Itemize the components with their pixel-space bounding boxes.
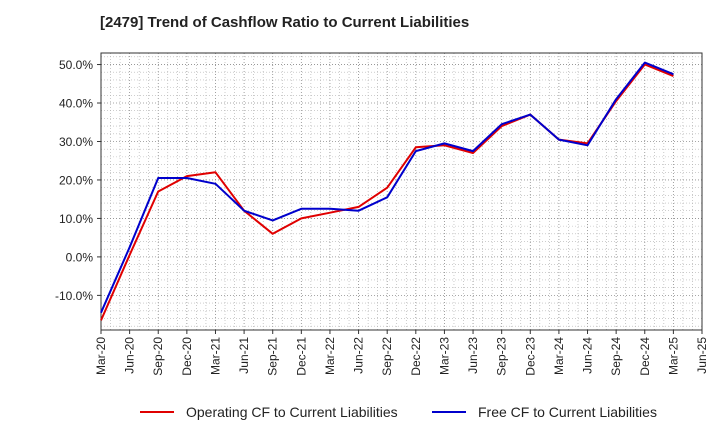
x-tick-label: Mar-22 — [323, 337, 337, 375]
series-line-operating-cf — [100, 63, 674, 321]
x-tick-label: Mar-23 — [437, 337, 451, 375]
x-tick-label: Sep-23 — [495, 337, 509, 376]
x-tick-label: Sep-20 — [151, 337, 165, 376]
plot-frame — [100, 52, 703, 331]
x-tick-label: Dec-21 — [294, 337, 308, 376]
x-tick-label: Mar-21 — [208, 337, 222, 375]
y-tick-label: 30.0% — [59, 135, 93, 149]
x-tick-label: Mar-20 — [94, 337, 108, 375]
x-tick-label: Sep-21 — [266, 337, 280, 376]
x-tick-label: Sep-24 — [609, 337, 623, 376]
legend-swatch-free-cf — [432, 411, 466, 413]
legend-swatch-operating-cf — [140, 411, 174, 413]
x-tick-label: Mar-25 — [666, 337, 680, 375]
legend-label-operating-cf: Operating CF to Current Liabilities — [186, 404, 398, 420]
legend-label-free-cf: Free CF to Current Liabilities — [478, 404, 657, 420]
legend-item-operating-cf: Operating CF to Current Liabilities — [140, 404, 398, 420]
y-tick-label: 10.0% — [59, 212, 93, 226]
axes: -10.0% 0.0% 10.0% 20.0% 30.0% 40.0% 50.0% Mar-2… — [55, 52, 709, 376]
legend-item-free-cf: Free CF to Current Liabilities — [432, 404, 657, 420]
grid-lines — [100, 53, 703, 330]
x-tick-label: Jun-25 — [695, 337, 709, 374]
x-tick-label: Mar-24 — [552, 337, 566, 375]
x-tick-label: Dec-22 — [409, 337, 423, 376]
series-line-free-cf — [100, 61, 674, 314]
y-tick-label: 20.0% — [59, 173, 93, 187]
x-tick-label: Jun-21 — [237, 337, 251, 374]
y-tick-label: 50.0% — [59, 58, 93, 72]
y-tick-label: -10.0% — [55, 289, 93, 303]
x-tick-label: Jun-23 — [466, 337, 480, 374]
chart-title: [2479] Trend of Cashflow Ratio to Curren… — [100, 14, 470, 31]
x-tick-label: Jun-20 — [123, 337, 137, 374]
x-tick-label: Dec-24 — [638, 337, 652, 376]
y-tick-label: 40.0% — [59, 97, 93, 111]
x-tick-label: Dec-23 — [523, 337, 537, 376]
x-tick-label: Dec-20 — [180, 337, 194, 376]
x-tick-label: Jun-24 — [581, 337, 595, 374]
x-tick-label: Sep-22 — [380, 337, 394, 376]
y-tick-label: 0.0% — [66, 250, 94, 264]
x-tick-label: Jun-22 — [352, 337, 366, 374]
series-lines — [100, 61, 674, 321]
